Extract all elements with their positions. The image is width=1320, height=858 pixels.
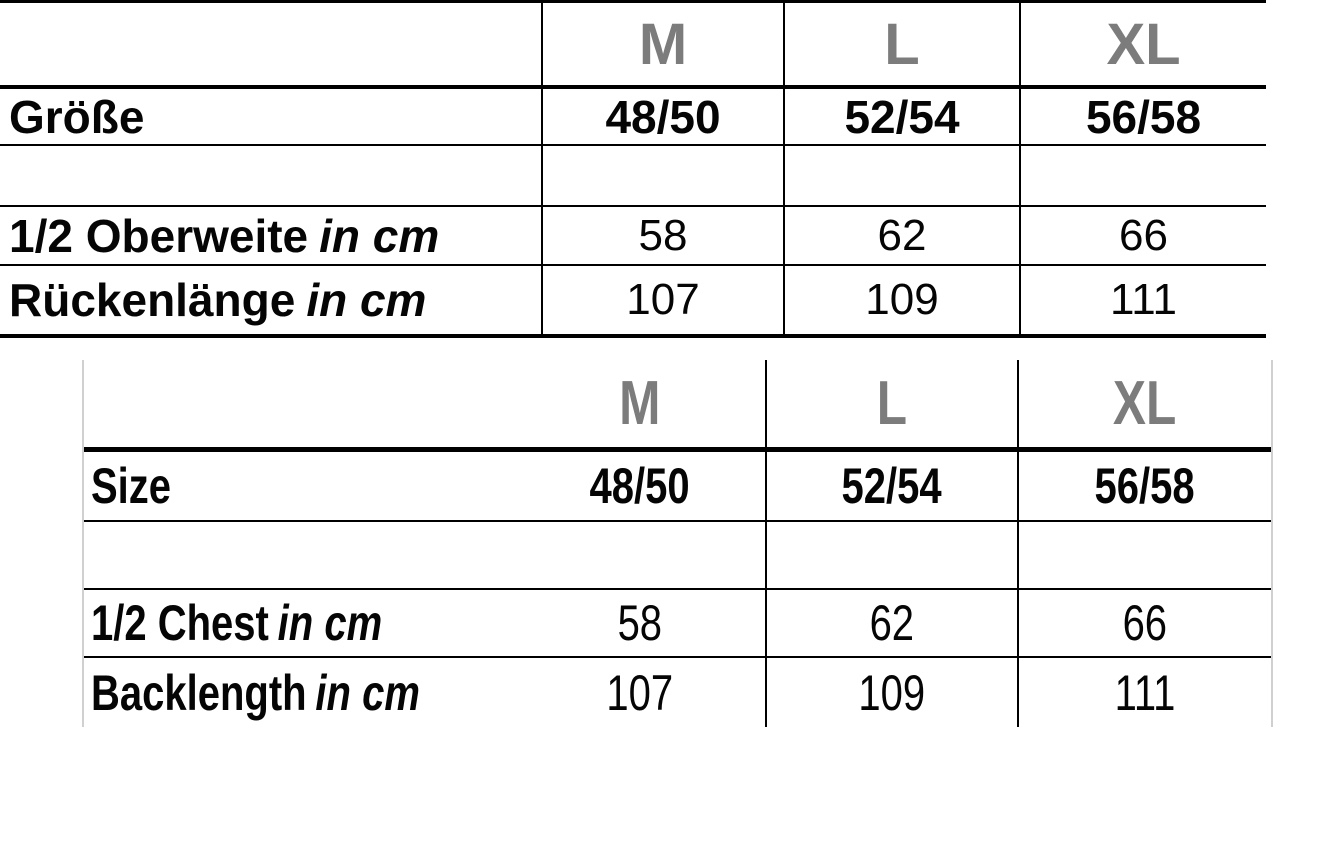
backlength-value-xl-en: 111 [1017, 658, 1271, 727]
chest-value-l-de: 62 [783, 207, 1019, 266]
backlength-value-xl-de: 111 [1019, 266, 1266, 334]
header-label: XL [1113, 369, 1177, 438]
column-header-xl-de: XL [1019, 3, 1266, 89]
size-value-l-en: 52/54 [765, 452, 1017, 522]
size-table-german: M L XL Größe 48/50 52/54 56/58 1/2 Oberw… [0, 0, 1266, 338]
header-label: L [884, 11, 920, 77]
row-label: Size [91, 458, 172, 514]
row-label: Rückenlänge [9, 274, 296, 326]
spacer-cell [515, 522, 765, 590]
size-row-label-en: Size [84, 452, 515, 522]
header-label: M [638, 11, 688, 77]
header-label: XL [1106, 11, 1181, 77]
spacer-cell [84, 522, 515, 590]
backlength-value-m-de: 107 [541, 266, 783, 334]
row-unit: in cm [277, 595, 383, 651]
column-header-l-de: L [783, 3, 1019, 89]
size-table-english: M L XL Size 48/50 52/54 56/58 1/2 Chest i… [82, 360, 1273, 727]
row-label: 1/2 Chest [91, 595, 269, 651]
chest-value-xl-de: 66 [1019, 207, 1266, 266]
spacer-cell [541, 146, 783, 207]
chest-row-label-de: 1/2 Oberweite in cm [0, 207, 541, 266]
spacer-cell [1017, 522, 1271, 590]
row-unit: in cm [306, 274, 427, 326]
chest-value-xl-en: 66 [1017, 590, 1271, 658]
row-label: 1/2 Oberweite [9, 209, 309, 262]
corner-cell-en [84, 360, 515, 452]
row-label: Backlength [91, 664, 307, 721]
backlength-row-label-de: Rückenlänge in cm [0, 266, 541, 334]
backlength-row-label-en: Backlength in cm [84, 658, 515, 727]
column-header-xl-en: XL [1017, 360, 1271, 452]
column-header-m-de: M [541, 3, 783, 89]
backlength-value-l-en: 109 [765, 658, 1017, 727]
size-value-m-de: 48/50 [541, 89, 783, 146]
column-header-l-en: L [765, 360, 1017, 452]
chest-value-l-en: 62 [765, 590, 1017, 658]
chest-row-label-en: 1/2 Chest in cm [84, 590, 515, 658]
spacer-cell [765, 522, 1017, 590]
corner-cell-de [0, 3, 541, 89]
spacer-cell [1019, 146, 1266, 207]
chest-value-m-de: 58 [541, 207, 783, 266]
size-value-l-de: 52/54 [783, 89, 1019, 146]
size-value-xl-de: 56/58 [1019, 89, 1266, 146]
header-label: M [619, 369, 661, 438]
row-unit: in cm [315, 664, 420, 721]
header-label: L [876, 369, 908, 438]
size-value-m-en: 48/50 [515, 452, 765, 522]
size-value-xl-en: 56/58 [1017, 452, 1271, 522]
backlength-value-m-en: 107 [606, 664, 674, 721]
spacer-cell [783, 146, 1019, 207]
spacer-cell [0, 146, 541, 207]
row-label: Größe [9, 90, 145, 143]
row-unit: in cm [319, 209, 440, 262]
size-row-label-de: Größe [0, 89, 541, 146]
chest-value-m-en: 58 [515, 590, 765, 658]
backlength-value-l-de: 109 [783, 266, 1019, 334]
column-header-m-en: M [515, 360, 765, 452]
